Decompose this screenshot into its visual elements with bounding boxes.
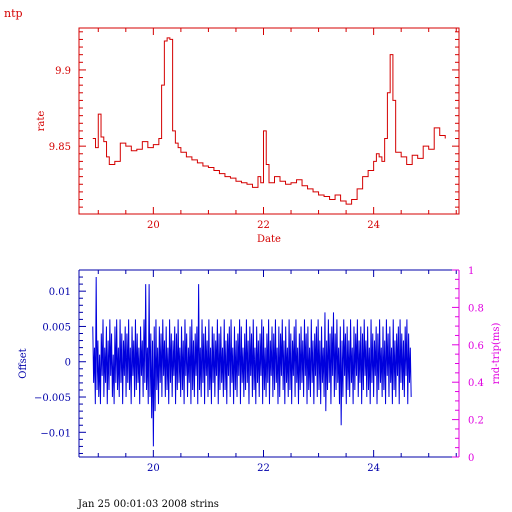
x-tick-label: 24 [367,220,380,231]
y-tick-label: 0.01 [49,287,71,298]
x-axis-label: Date [257,234,281,245]
offset-series-line [92,277,412,447]
y2-tick-label: 0 [468,453,474,464]
y2-tick-label: 0.6 [468,341,484,352]
y-tick-label: 0 [65,358,71,369]
y-axis-label: Offset [18,348,29,378]
x-tick-label: 20 [147,220,160,231]
y2-tick-label: 0.4 [468,378,484,389]
y-tick-label: 9.85 [49,142,71,153]
y-tick-label: −0.01 [40,428,71,439]
offset-chart: 20 22 24 0.01 0.005 0 −0.005 −0.01 0 0.2 0.4 0.6 0.8… [18,266,502,474]
y2-tick-label: 0.8 [468,303,484,314]
footer-caption: Jan 25 00:01:03 2008 strins [78,499,219,510]
x-tick-label: 22 [257,220,270,231]
x-tick-label: 24 [367,463,380,474]
y-tick-label: −0.005 [34,393,71,404]
y2-axis-label: rnd-trip(ms) [491,322,502,384]
y2-tick-label: 0.2 [468,416,484,427]
plot-frame [78,27,460,215]
page-title: ntp [4,7,23,20]
x-tick-label: 20 [147,463,160,474]
y2-tick-label: 1 [468,266,474,277]
rate-series-line [92,37,446,205]
y-axis-label: rate [36,111,47,132]
y-tick-label: 0.005 [42,322,71,333]
rate-chart: 20 22 24 9.85 9.9 Date rate [36,27,460,245]
y-tick-label: 9.9 [55,66,71,77]
x-tick-label: 22 [257,463,270,474]
